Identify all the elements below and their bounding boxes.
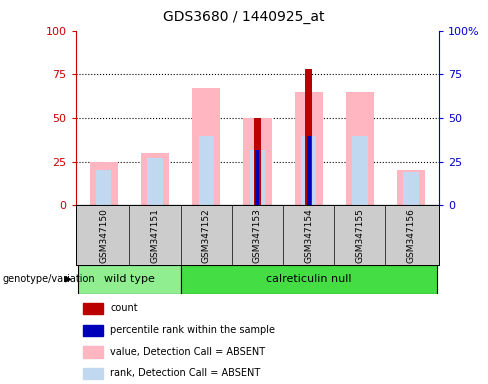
Bar xyxy=(346,92,374,205)
Bar xyxy=(255,149,260,205)
Text: value, Detection Call = ABSENT: value, Detection Call = ABSENT xyxy=(110,347,265,357)
Text: rank, Detection Call = ABSENT: rank, Detection Call = ABSENT xyxy=(110,368,261,378)
Bar xyxy=(147,158,163,205)
Bar xyxy=(301,136,316,205)
Text: genotype/variation: genotype/variation xyxy=(2,274,95,285)
Text: percentile rank within the sample: percentile rank within the sample xyxy=(110,325,275,335)
Text: count: count xyxy=(110,303,138,313)
Bar xyxy=(192,88,220,205)
Text: GSM347152: GSM347152 xyxy=(202,208,211,263)
Text: GSM347156: GSM347156 xyxy=(407,208,416,263)
Bar xyxy=(397,170,425,205)
Text: GSM347154: GSM347154 xyxy=(304,208,313,263)
Text: GSM347150: GSM347150 xyxy=(99,208,108,263)
Bar xyxy=(83,368,103,379)
Bar xyxy=(83,325,103,336)
Bar xyxy=(295,92,323,205)
Bar xyxy=(83,303,103,314)
Bar xyxy=(250,149,265,205)
Bar xyxy=(305,69,312,205)
Text: GDS3680 / 1440925_at: GDS3680 / 1440925_at xyxy=(163,10,325,23)
Bar xyxy=(78,265,181,294)
Bar xyxy=(141,153,169,205)
Bar xyxy=(96,170,111,205)
Bar xyxy=(199,136,214,205)
Bar xyxy=(306,136,311,205)
Text: GSM347151: GSM347151 xyxy=(150,208,160,263)
Bar xyxy=(352,136,367,205)
Text: wild type: wild type xyxy=(104,274,155,285)
Bar xyxy=(83,346,103,358)
Text: calreticulin null: calreticulin null xyxy=(266,274,351,285)
Text: GSM347153: GSM347153 xyxy=(253,208,262,263)
Text: GSM347155: GSM347155 xyxy=(355,208,365,263)
Bar xyxy=(254,118,261,205)
Bar xyxy=(404,172,419,205)
Bar xyxy=(181,265,437,294)
Bar xyxy=(90,162,118,205)
Bar xyxy=(244,118,271,205)
